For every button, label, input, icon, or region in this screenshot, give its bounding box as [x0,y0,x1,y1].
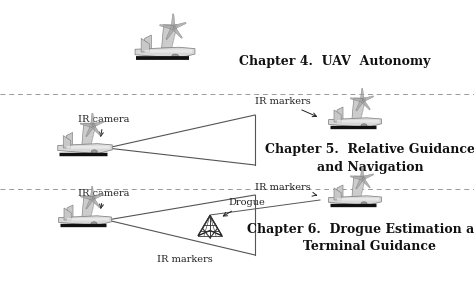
Ellipse shape [91,150,97,154]
Polygon shape [91,197,100,208]
Polygon shape [362,174,374,180]
Polygon shape [361,176,366,198]
Polygon shape [173,22,186,30]
Polygon shape [352,98,366,118]
Polygon shape [337,198,379,201]
Polygon shape [91,113,94,126]
Ellipse shape [90,197,95,200]
Text: Chapter 5.  Relative Guidance
and Navigation: Chapter 5. Relative Guidance and Navigat… [265,143,474,174]
Polygon shape [361,177,370,188]
Ellipse shape [361,202,367,205]
Polygon shape [356,99,364,111]
Ellipse shape [90,124,95,128]
Polygon shape [91,186,94,199]
Text: Drogue: Drogue [223,198,265,216]
Text: IR markers: IR markers [255,183,317,196]
Polygon shape [67,205,73,219]
Polygon shape [350,176,363,180]
Ellipse shape [361,124,367,128]
Polygon shape [91,123,96,146]
Polygon shape [334,110,341,122]
Polygon shape [91,194,104,200]
Ellipse shape [91,222,97,225]
Polygon shape [67,218,109,221]
Polygon shape [59,216,111,225]
Polygon shape [361,98,366,120]
Polygon shape [80,196,92,200]
Text: IR camera: IR camera [78,189,129,208]
Polygon shape [172,26,182,38]
Polygon shape [337,185,343,199]
Ellipse shape [172,54,179,58]
Polygon shape [166,26,175,39]
Polygon shape [145,49,192,53]
Polygon shape [334,188,341,200]
Polygon shape [361,99,370,110]
Polygon shape [145,35,151,51]
Polygon shape [337,107,343,121]
Polygon shape [82,196,96,216]
Polygon shape [135,47,195,58]
Ellipse shape [360,177,365,180]
Polygon shape [66,145,110,149]
Ellipse shape [171,26,176,30]
Polygon shape [80,123,93,128]
Text: IR markers: IR markers [255,97,317,117]
Ellipse shape [360,99,365,102]
Polygon shape [66,133,73,147]
Polygon shape [328,196,382,205]
Polygon shape [360,88,364,101]
Text: Chapter 6.  Drogue Estimation and
Terminal Guidance: Chapter 6. Drogue Estimation and Termina… [247,222,474,254]
Polygon shape [64,208,71,220]
Polygon shape [172,25,177,50]
Polygon shape [91,124,101,135]
Polygon shape [86,125,94,137]
Polygon shape [360,166,364,178]
Polygon shape [58,144,112,154]
Text: IR markers: IR markers [157,256,213,264]
Polygon shape [350,98,363,102]
Polygon shape [337,120,379,123]
Polygon shape [356,178,364,189]
Polygon shape [91,196,96,218]
Text: Chapter 4.  UAV  Autonomy: Chapter 4. UAV Autonomy [239,55,431,68]
Polygon shape [92,121,104,128]
Polygon shape [86,197,94,209]
Polygon shape [362,96,374,102]
Polygon shape [162,25,177,48]
Polygon shape [328,118,382,128]
Text: IR camera: IR camera [78,115,129,136]
Polygon shape [171,14,175,28]
Polygon shape [352,176,366,197]
Polygon shape [141,38,149,52]
Polygon shape [160,24,173,30]
Polygon shape [82,123,96,144]
Polygon shape [64,135,71,148]
